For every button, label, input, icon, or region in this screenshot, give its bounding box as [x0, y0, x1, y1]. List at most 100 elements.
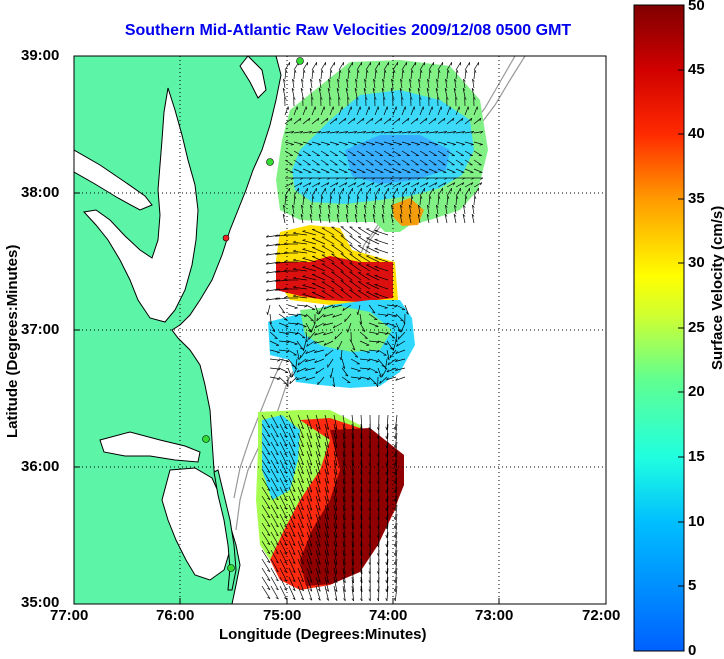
velocity-arrow	[279, 414, 288, 429]
velocity-arrow	[446, 62, 452, 71]
velocity-arrow	[315, 322, 325, 329]
radar-station	[266, 158, 274, 166]
velocity-arrow	[293, 168, 303, 173]
velocity-arrow-head	[323, 314, 326, 318]
velocity-arrow	[368, 367, 379, 373]
velocity-arrow	[446, 131, 456, 134]
velocity-arrow-head	[381, 182, 384, 186]
velocity-arrow	[329, 188, 335, 197]
velocity-arrow-head	[435, 131, 439, 134]
velocity-arrow	[409, 205, 412, 215]
velocity-arrow	[386, 432, 389, 449]
velocity-arrow	[342, 459, 346, 475]
velocity-arrow	[360, 441, 363, 458]
velocity-arrow-head	[334, 544, 338, 547]
velocity-arrow-head	[302, 293, 306, 295]
velocity-arrow-head	[337, 204, 340, 208]
velocity-arrow-head	[353, 118, 356, 122]
velocity-arrow-head	[385, 580, 388, 584]
velocity-arrow-head	[335, 144, 339, 146]
velocity-arrow	[464, 150, 473, 156]
velocity-arrow-head	[334, 481, 338, 484]
velocity-arrow-head	[376, 589, 379, 593]
tick-marks	[74, 192, 500, 604]
velocity-arrow-head	[294, 365, 297, 370]
velocity-arrow	[320, 159, 329, 166]
velocity-arrow-head	[301, 561, 304, 565]
velocity-arrow	[446, 168, 456, 173]
velocity-arrow	[365, 159, 374, 166]
velocity-arrow	[311, 62, 317, 71]
velocity-arrow	[386, 459, 389, 476]
velocity-arrow	[347, 131, 357, 134]
velocity-arrow-head	[461, 144, 465, 146]
velocity-arrow-head	[374, 247, 378, 249]
velocity-arrow-head	[427, 204, 430, 208]
velocity-arrow-head	[392, 96, 395, 100]
velocity-arrow	[386, 313, 397, 317]
velocity-arrow	[356, 131, 366, 134]
velocity-arrow-head	[387, 362, 390, 366]
colorbar-tick-label: 0	[688, 642, 697, 659]
velocity-arrow	[270, 468, 279, 483]
velocity-arrow-head	[427, 78, 430, 82]
velocity-arrow	[312, 229, 326, 236]
velocity-arrow	[293, 182, 303, 188]
velocity-arrow	[331, 271, 344, 281]
velocity-arrow	[297, 414, 304, 430]
velocity-arrow-head	[382, 204, 385, 208]
velocity-patch-north-hot	[392, 198, 424, 226]
velocity-arrow	[288, 585, 296, 600]
velocity-arrow	[306, 414, 313, 430]
velocity-arrow-head	[283, 269, 287, 272]
velocity-arrow-head	[375, 69, 378, 73]
velocity-arrow-head	[283, 287, 287, 290]
velocity-arrow	[356, 69, 359, 80]
velocity-arrow-head	[317, 598, 321, 601]
velocity-arrow	[383, 159, 392, 166]
velocity-arrow	[359, 349, 370, 353]
velocity-arrow	[437, 150, 446, 156]
velocity-arrow-head	[309, 579, 313, 583]
velocity-arrow-head	[345, 87, 349, 91]
velocity-arrow	[320, 150, 329, 156]
velocity-arrow-head	[275, 498, 279, 501]
velocity-arrow	[314, 331, 325, 336]
velocity-arrow-head	[400, 204, 403, 208]
velocity-arrow	[419, 168, 429, 173]
velocity-arrow-head	[305, 339, 308, 343]
velocity-arrow-head	[283, 204, 286, 208]
velocity-arrow	[306, 504, 313, 520]
velocity-arrow	[293, 141, 303, 145]
velocity-arrow	[366, 273, 380, 281]
velocity-arrow-head	[376, 427, 379, 431]
velocity-arrow	[392, 141, 402, 145]
velocity-arrow	[293, 295, 308, 299]
velocity-arrow	[396, 340, 406, 347]
velocity-arrow	[428, 195, 431, 206]
velocity-arrow-head	[300, 177, 304, 180]
velocity-arrow	[445, 205, 448, 215]
velocity-arrow	[374, 62, 380, 71]
velocity-arrow	[359, 331, 368, 339]
velocity-arrow	[360, 450, 363, 467]
velocity-arrow-head	[386, 357, 390, 361]
velocity-arrow	[351, 468, 355, 484]
velocity-arrow-head	[435, 213, 439, 217]
velocity-arrow	[390, 214, 394, 224]
velocity-arrow	[351, 423, 355, 439]
y-axis-label: Latitude (Degrees:Minutes)	[4, 244, 21, 438]
velocity-arrow-head	[357, 370, 361, 372]
velocity-arrow-head	[357, 195, 360, 199]
velocity-arrow	[410, 195, 413, 206]
velocity-arrow	[301, 205, 304, 215]
velocity-arrow	[374, 106, 379, 116]
velocity-arrow-head	[317, 526, 321, 529]
velocity-arrow	[394, 567, 398, 583]
velocity-arrow	[333, 567, 338, 583]
velocity-arrow	[428, 159, 437, 166]
velocity-arrow	[284, 141, 294, 145]
velocity-arrow-head	[434, 118, 437, 122]
velocity-arrow	[315, 423, 321, 439]
velocity-arrow	[472, 205, 475, 215]
